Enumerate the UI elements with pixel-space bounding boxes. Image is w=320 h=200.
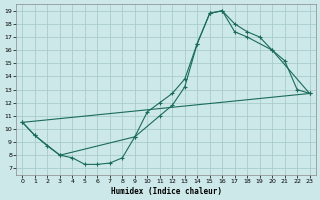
X-axis label: Humidex (Indice chaleur): Humidex (Indice chaleur) — [110, 187, 221, 196]
